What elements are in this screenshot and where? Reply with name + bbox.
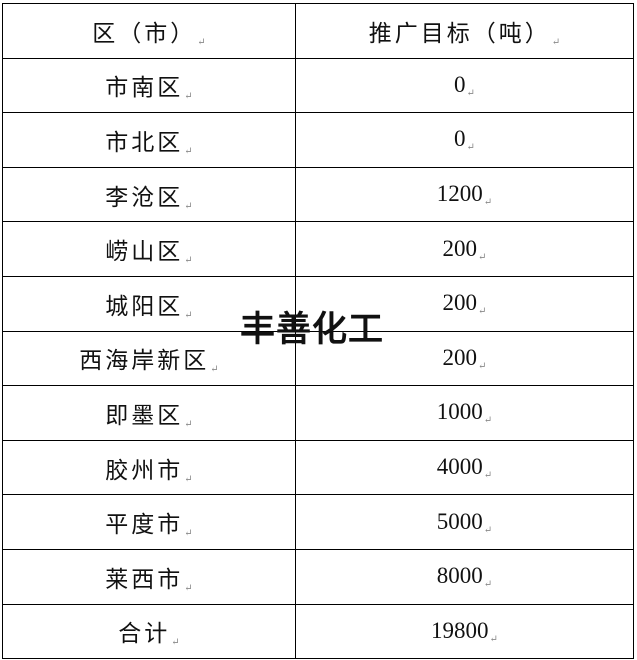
target-cell: 0↵ bbox=[295, 57, 634, 114]
target-value: 5000 bbox=[436, 508, 483, 534]
region-cell: 即墨区↵ bbox=[2, 385, 296, 441]
paragraph-mark-icon: ↵ bbox=[171, 637, 180, 649]
paragraph-mark-icon: ↵ bbox=[466, 87, 475, 99]
region-name: 合计 bbox=[118, 621, 171, 647]
region-name: 莱西市 bbox=[105, 566, 184, 592]
target-cell: 200↵ bbox=[295, 275, 634, 332]
region-cell: 崂山区↵ bbox=[2, 221, 296, 277]
table-row: 即墨区↵ 1000↵ bbox=[2, 385, 634, 441]
paragraph-mark-icon: ↵ bbox=[483, 524, 493, 536]
region-name: 平度市 bbox=[105, 512, 184, 538]
target-cell: 1200↵ bbox=[295, 166, 634, 223]
target-value: 8000 bbox=[436, 563, 483, 589]
header-region: 区（市）↵ bbox=[2, 3, 296, 59]
paragraph-mark-icon: ↵ bbox=[551, 36, 561, 48]
region-cell: 市南区↵ bbox=[2, 57, 296, 114]
region-cell: 莱西市↵ bbox=[2, 548, 296, 605]
region-name: 李沧区 bbox=[105, 184, 184, 210]
target-cell: 200↵ bbox=[295, 330, 634, 387]
paragraph-mark-icon: ↵ bbox=[478, 251, 487, 263]
target-value: 200 bbox=[442, 290, 478, 316]
paragraph-mark-icon: ↵ bbox=[184, 255, 193, 267]
paragraph-mark-icon: ↵ bbox=[184, 418, 193, 430]
region-name: 胶州市 bbox=[105, 457, 184, 483]
region-name: 即墨区 bbox=[105, 402, 184, 428]
region-cell: 城阳区↵ bbox=[2, 275, 296, 332]
paragraph-mark-icon: ↵ bbox=[197, 36, 206, 48]
target-cell: 8000↵ bbox=[295, 548, 634, 605]
target-value: 1200 bbox=[436, 181, 483, 207]
paragraph-mark-icon: ↵ bbox=[483, 579, 493, 591]
table-row: 崂山区↵ 200↵ bbox=[2, 221, 634, 277]
paragraph-mark-icon: ↵ bbox=[478, 306, 487, 318]
target-cell: 19800↵ bbox=[295, 603, 634, 660]
region-name: 城阳区 bbox=[105, 293, 184, 319]
table-row: 胶州市↵ 4000↵ bbox=[2, 439, 634, 496]
target-value: 0 bbox=[454, 126, 466, 152]
region-name: 市北区 bbox=[105, 129, 184, 155]
target-value: 200 bbox=[442, 344, 478, 370]
target-value: 4000 bbox=[436, 454, 483, 480]
region-cell: 合计↵ bbox=[2, 603, 296, 660]
table-row: 市南区↵ 0↵ bbox=[2, 57, 634, 114]
region-cell: 胶州市↵ bbox=[2, 439, 296, 496]
target-cell: 200↵ bbox=[295, 221, 634, 277]
header-target-label: 推广目标（吨） bbox=[368, 20, 551, 46]
target-value: 1000 bbox=[436, 399, 483, 425]
region-name: 西海岸新区 bbox=[79, 348, 210, 374]
region-cell: 李沧区↵ bbox=[2, 166, 296, 223]
paragraph-mark-icon: ↵ bbox=[184, 528, 193, 540]
paragraph-mark-icon: ↵ bbox=[184, 200, 193, 212]
target-cell: 4000↵ bbox=[295, 439, 634, 496]
table-row: 李沧区↵ 1200↵ bbox=[2, 166, 634, 223]
header-region-label: 区（市） bbox=[92, 20, 197, 46]
paragraph-mark-icon: ↵ bbox=[466, 142, 475, 154]
region-cell: 市北区↵ bbox=[2, 112, 296, 168]
paragraph-mark-icon: ↵ bbox=[478, 360, 487, 372]
region-name: 崂山区 bbox=[105, 239, 184, 265]
table-header-row: 区（市）↵ 推广目标（吨）↵ bbox=[2, 3, 634, 59]
region-cell: 平度市↵ bbox=[2, 494, 296, 550]
target-cell: 0↵ bbox=[295, 112, 634, 168]
table-row: 城阳区↵ 200↵ bbox=[2, 275, 634, 332]
table-row: 合计↵ 19800↵ bbox=[2, 603, 634, 660]
table-row: 莱西市↵ 8000↵ bbox=[2, 548, 634, 605]
target-value: 19800 bbox=[431, 617, 489, 643]
target-cell: 1000↵ bbox=[295, 385, 634, 441]
paragraph-mark-icon: ↵ bbox=[483, 197, 493, 209]
table-row: 平度市↵ 5000↵ bbox=[2, 494, 634, 550]
paragraph-mark-icon: ↵ bbox=[184, 473, 193, 485]
watermark-logo: 丰善化工 bbox=[240, 310, 385, 350]
target-value: 200 bbox=[442, 235, 478, 261]
table-row: 市北区↵ 0↵ bbox=[2, 112, 634, 168]
header-target: 推广目标（吨）↵ bbox=[295, 3, 634, 59]
paragraph-mark-icon: ↵ bbox=[483, 470, 493, 482]
region-name: 市南区 bbox=[105, 75, 184, 101]
paragraph-mark-icon: ↵ bbox=[483, 415, 493, 427]
paragraph-mark-icon: ↵ bbox=[210, 364, 219, 376]
paragraph-mark-icon: ↵ bbox=[489, 633, 498, 645]
promotion-target-table: 区（市）↵ 推广目标（吨）↵ 市南区↵ 0↵ 市北区↵ 0↵ 李沧区↵ 1200↵ 崂山区↵… bbox=[2, 3, 634, 660]
paragraph-mark-icon: ↵ bbox=[184, 145, 193, 157]
paragraph-mark-icon: ↵ bbox=[184, 91, 193, 103]
target-value: 0 bbox=[454, 71, 466, 97]
paragraph-mark-icon: ↵ bbox=[184, 582, 193, 594]
target-cell: 5000↵ bbox=[295, 494, 634, 550]
paragraph-mark-icon: ↵ bbox=[184, 309, 193, 321]
